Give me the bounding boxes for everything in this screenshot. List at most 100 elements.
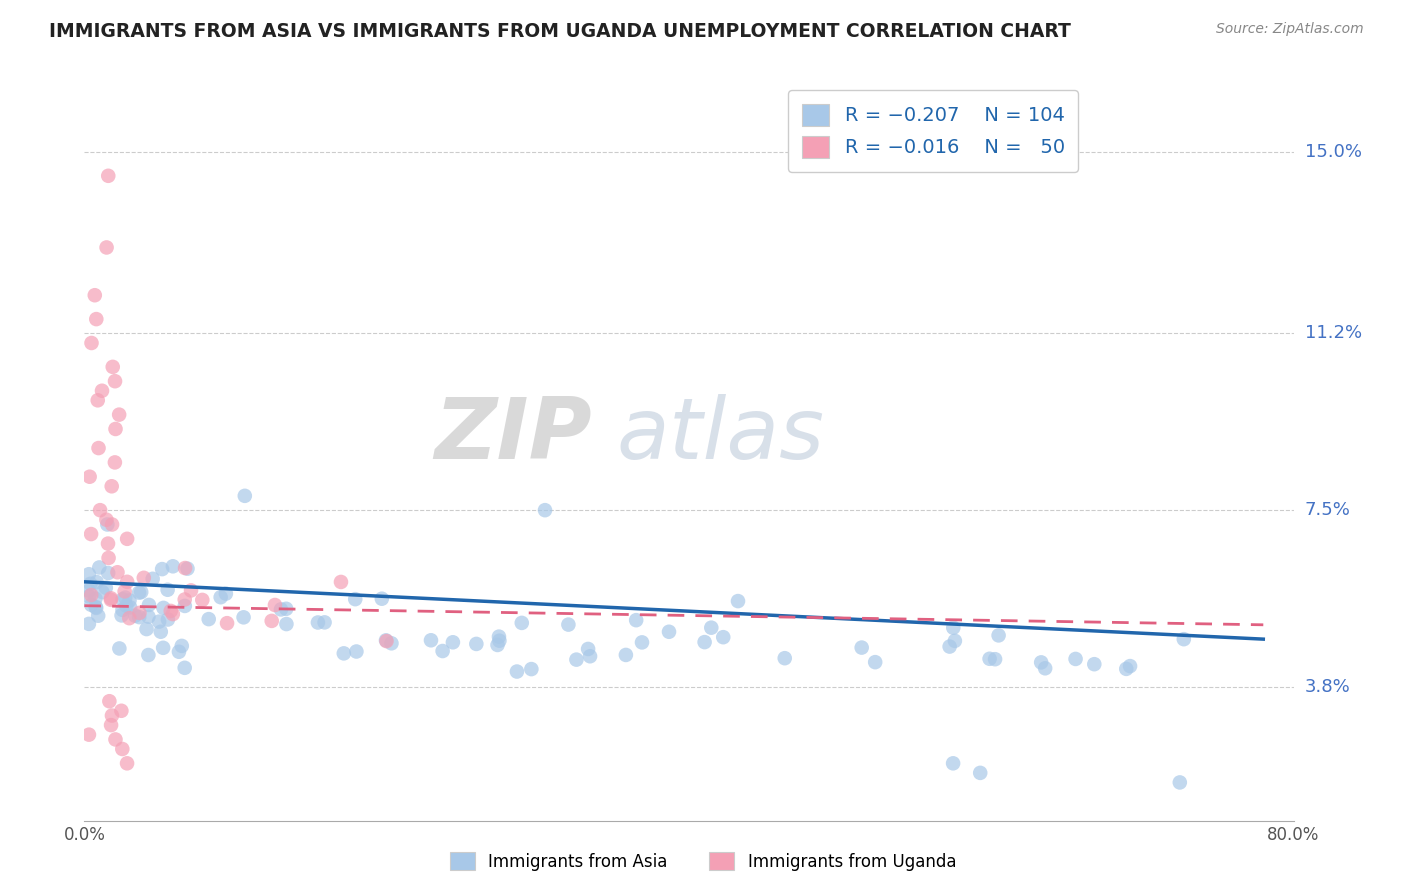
Point (124, 608, 146, 623)
Point (441, 635, 464, 649)
Point (104, 374, 127, 388)
Point (115, 574, 138, 589)
Point (1033, 661, 1056, 675)
Point (167, 645, 190, 659)
Text: ZIP: ZIP (434, 394, 592, 477)
Point (132, 571, 155, 585)
Point (488, 633, 510, 648)
Point (984, 652, 1007, 666)
Point (314, 615, 336, 630)
Point (159, 604, 181, 618)
Point (107, 566, 129, 580)
Point (488, 630, 510, 644)
Point (215, 616, 238, 631)
Point (79, 469, 101, 483)
Point (98, 694, 121, 708)
Point (111, 603, 134, 617)
Point (138, 598, 160, 612)
Point (346, 644, 368, 658)
Point (97, 566, 120, 580)
Point (104, 422, 127, 436)
Legend: R = −0.207    N = 104, R = −0.016    N =   50: R = −0.207 N = 104, R = −0.016 N = 50 (789, 90, 1078, 172)
Point (276, 617, 298, 632)
Point (576, 642, 599, 657)
Legend: Immigrants from Asia, Immigrants from Uganda: Immigrants from Asia, Immigrants from Ug… (441, 844, 965, 880)
Point (197, 612, 219, 626)
Point (233, 489, 256, 503)
Point (77, 616, 100, 631)
Point (943, 633, 966, 648)
Point (173, 661, 195, 675)
Point (135, 622, 157, 636)
Point (375, 633, 398, 648)
Point (83, 288, 105, 302)
Point (307, 615, 329, 630)
Point (942, 621, 965, 635)
Point (101, 359, 124, 374)
Point (97, 536, 120, 550)
Point (344, 592, 367, 607)
Point (115, 532, 138, 546)
Point (264, 598, 287, 612)
Point (371, 591, 394, 606)
Point (89, 503, 111, 517)
Point (114, 591, 136, 605)
Point (851, 640, 873, 655)
Point (104, 732, 127, 747)
Point (534, 503, 557, 517)
Point (80, 588, 103, 602)
Point (114, 584, 136, 599)
Point (129, 585, 152, 599)
Point (115, 599, 138, 613)
Point (1064, 652, 1087, 666)
Point (84, 599, 107, 614)
Point (420, 633, 443, 648)
Text: atlas: atlas (616, 394, 824, 477)
Text: Source: ZipAtlas.com: Source: ZipAtlas.com (1216, 22, 1364, 37)
Point (942, 756, 965, 771)
Text: IMMIGRANTS FROM ASIA VS IMMIGRANTS FROM UGANDA UNEMPLOYMENT CORRELATION CHART: IMMIGRANTS FROM ASIA VS IMMIGRANTS FROM … (49, 22, 1071, 41)
Point (128, 606, 150, 620)
Text: 3.8%: 3.8% (1305, 678, 1350, 696)
Text: 15.0%: 15.0% (1305, 143, 1361, 161)
Point (79, 576, 101, 591)
Point (111, 592, 134, 607)
Point (380, 636, 402, 650)
Point (1168, 775, 1191, 789)
Point (209, 591, 232, 605)
Point (77, 583, 100, 598)
Point (180, 583, 202, 598)
Point (174, 561, 197, 575)
Point (120, 600, 142, 615)
Point (149, 624, 172, 639)
Point (97, 550, 120, 565)
Point (979, 652, 1001, 666)
Point (557, 617, 579, 632)
Point (86, 575, 108, 590)
Point (727, 594, 749, 608)
Point (77, 590, 100, 604)
Point (118, 611, 141, 625)
Point (486, 638, 509, 652)
Point (87, 608, 110, 623)
Point (375, 634, 398, 648)
Point (96, 240, 118, 254)
Point (1031, 656, 1053, 670)
Point (520, 662, 543, 676)
Point (101, 517, 124, 532)
Point (148, 615, 170, 629)
Point (115, 756, 138, 771)
Point (711, 630, 734, 644)
Point (510, 615, 533, 630)
Point (118, 593, 141, 607)
Point (80, 527, 103, 541)
Point (96, 513, 118, 527)
Point (104, 455, 127, 469)
Point (128, 585, 150, 599)
Point (330, 574, 353, 589)
Point (465, 637, 488, 651)
Point (276, 602, 298, 616)
Point (270, 602, 292, 616)
Point (91, 585, 114, 599)
Point (87, 393, 110, 408)
